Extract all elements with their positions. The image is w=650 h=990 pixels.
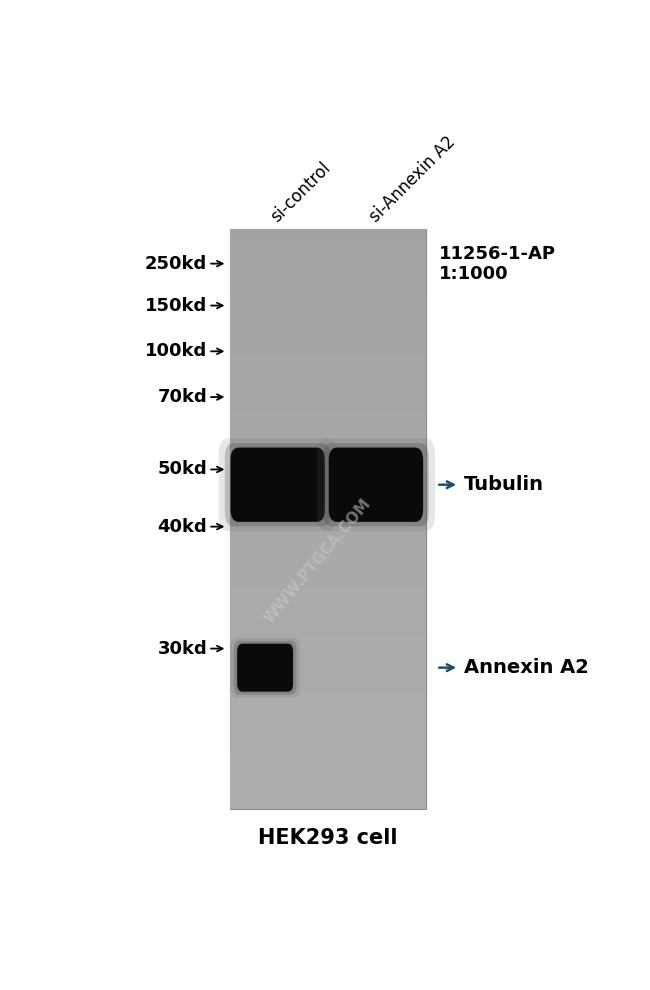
Bar xyxy=(230,364,426,374)
Bar xyxy=(230,606,426,616)
Bar xyxy=(230,442,426,451)
Bar xyxy=(230,230,426,239)
Text: 150kd: 150kd xyxy=(145,297,207,315)
Bar xyxy=(230,461,426,470)
Text: si-Annexin A2: si-Annexin A2 xyxy=(366,133,459,226)
Bar xyxy=(230,297,426,307)
Text: HEK293 cell: HEK293 cell xyxy=(258,828,398,847)
Bar xyxy=(230,683,426,693)
Text: 100kd: 100kd xyxy=(145,343,207,360)
FancyBboxPatch shape xyxy=(317,439,435,532)
Bar xyxy=(230,712,426,722)
Bar xyxy=(230,393,426,403)
Bar xyxy=(230,354,426,364)
Bar xyxy=(230,780,426,789)
Bar xyxy=(230,587,426,596)
Bar xyxy=(230,567,426,577)
Bar xyxy=(230,384,426,393)
Bar xyxy=(230,577,426,587)
Bar xyxy=(230,760,426,770)
Bar xyxy=(230,596,426,606)
Bar xyxy=(230,346,426,354)
Bar xyxy=(230,799,426,809)
FancyBboxPatch shape xyxy=(323,444,429,527)
Bar xyxy=(230,413,426,423)
FancyBboxPatch shape xyxy=(329,447,423,522)
Bar xyxy=(230,423,426,432)
Bar xyxy=(230,722,426,732)
Text: 30kd: 30kd xyxy=(157,640,207,657)
Text: WWW.PTGCA.COM: WWW.PTGCA.COM xyxy=(262,496,374,626)
Bar xyxy=(230,374,426,384)
Bar xyxy=(230,268,426,277)
Bar xyxy=(230,770,426,780)
Bar xyxy=(230,403,426,413)
Bar xyxy=(230,500,426,509)
Bar xyxy=(230,432,426,442)
FancyBboxPatch shape xyxy=(218,439,337,532)
Bar xyxy=(230,451,426,461)
Bar xyxy=(230,470,426,480)
Bar xyxy=(230,703,426,712)
Bar xyxy=(230,732,426,742)
Bar xyxy=(230,490,426,500)
Bar xyxy=(230,336,426,346)
Bar xyxy=(230,277,426,287)
Bar xyxy=(230,750,426,760)
Bar xyxy=(230,287,426,297)
Bar xyxy=(230,480,426,490)
Text: 70kd: 70kd xyxy=(157,388,207,406)
Bar xyxy=(230,626,426,635)
Bar xyxy=(230,548,426,557)
Bar xyxy=(230,316,426,326)
FancyBboxPatch shape xyxy=(225,444,331,527)
Bar xyxy=(230,742,426,750)
Bar xyxy=(230,248,426,258)
FancyBboxPatch shape xyxy=(231,447,325,522)
Text: 40kd: 40kd xyxy=(157,518,207,536)
Bar xyxy=(230,635,426,644)
FancyBboxPatch shape xyxy=(237,644,293,692)
FancyBboxPatch shape xyxy=(230,638,300,698)
FancyBboxPatch shape xyxy=(234,641,296,695)
Bar xyxy=(230,230,426,809)
Text: Tubulin: Tubulin xyxy=(464,475,544,494)
Text: Annexin A2: Annexin A2 xyxy=(464,658,589,677)
Bar xyxy=(230,509,426,519)
Bar xyxy=(230,789,426,799)
Text: 250kd: 250kd xyxy=(145,254,207,272)
Bar xyxy=(230,258,426,268)
Bar xyxy=(230,519,426,529)
Bar xyxy=(230,529,426,539)
Bar xyxy=(230,539,426,548)
Bar xyxy=(230,664,426,673)
Bar xyxy=(230,239,426,248)
Bar xyxy=(230,654,426,664)
Text: 50kd: 50kd xyxy=(157,460,207,478)
Bar xyxy=(230,307,426,316)
Bar xyxy=(230,693,426,703)
Bar xyxy=(230,616,426,626)
Text: 11256-1-AP
1:1000: 11256-1-AP 1:1000 xyxy=(439,245,556,283)
Bar xyxy=(230,557,426,567)
Bar xyxy=(230,673,426,683)
Bar xyxy=(230,326,426,336)
Bar xyxy=(230,644,426,654)
Text: si-control: si-control xyxy=(268,158,335,226)
